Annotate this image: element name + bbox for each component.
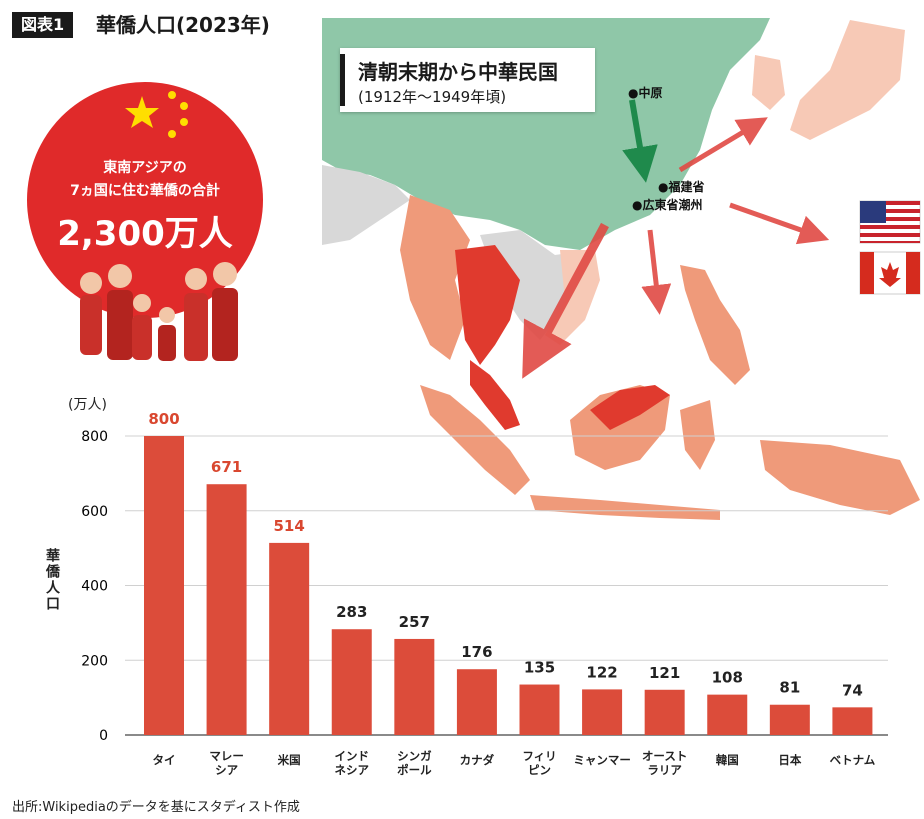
- thailand-region: [455, 245, 520, 365]
- category-label: 米国: [277, 753, 301, 767]
- y-tick-label: 600: [81, 504, 108, 520]
- bar: [519, 684, 560, 735]
- circle-line-1: 東南アジアの: [103, 160, 187, 176]
- y-axis-title: 華僑人口: [44, 548, 60, 612]
- category-label: ネシア: [335, 763, 370, 777]
- caption-bar: [340, 54, 345, 106]
- place-label: ●福建省: [658, 180, 705, 194]
- value-label: 108: [712, 669, 743, 687]
- usa-flag-icon: [859, 200, 921, 244]
- sumatra-region: [420, 385, 530, 495]
- value-label: 135: [524, 659, 555, 677]
- category-label: 日本: [778, 753, 801, 767]
- category-label: ラリア: [647, 763, 682, 777]
- category-label: ピン: [528, 763, 551, 777]
- category-label: 韓国: [716, 753, 739, 767]
- y-axis-unit: (万人): [68, 397, 107, 413]
- bar: [331, 629, 372, 735]
- bar: [582, 689, 623, 735]
- arrow-zhongyuan-to-fujian: [622, 99, 658, 183]
- y-tick-label: 0: [99, 728, 108, 744]
- category-label: マレー: [209, 749, 244, 763]
- category-label: シア: [215, 763, 238, 777]
- sulawesi-region: [680, 400, 715, 470]
- bar: [394, 638, 435, 735]
- category-label: フィリ: [522, 749, 556, 763]
- west-region: [322, 165, 410, 245]
- arrow-to-japan: [678, 117, 768, 173]
- arrow-to-southeast-asia: [522, 222, 609, 379]
- place-label: ●広東省潮州: [632, 198, 703, 212]
- map-caption-title: 清朝末期から中華民国: [358, 60, 558, 84]
- bar: [144, 436, 184, 735]
- value-label: 122: [586, 663, 617, 681]
- bar: [769, 704, 810, 735]
- value-label: 800: [148, 410, 179, 428]
- value-label: 74: [842, 681, 863, 699]
- malaysia-borneo-region: [590, 385, 670, 430]
- bar: [206, 484, 247, 735]
- java-region: [530, 495, 720, 520]
- bar: [456, 669, 497, 735]
- place-label: ●中原: [628, 86, 663, 100]
- figure-badge: 図表1: [12, 12, 74, 38]
- papua-region: [760, 440, 920, 515]
- bar: [832, 707, 873, 735]
- category-label: タイ: [153, 753, 176, 767]
- category-label: オースト: [642, 749, 687, 763]
- value-label: 121: [649, 664, 680, 682]
- arrow-to-america: [729, 202, 830, 245]
- source-note: 出所:Wikipediaのデータを基にスタディスト作成: [12, 800, 300, 815]
- y-tick-label: 800: [81, 429, 108, 445]
- category-label: インド: [335, 749, 370, 763]
- total-circle: [27, 82, 263, 318]
- value-label: 283: [336, 603, 367, 621]
- category-label: シンガ: [397, 749, 432, 763]
- value-label: 514: [274, 517, 305, 535]
- korea-region: [752, 55, 785, 110]
- value-label: 81: [779, 679, 800, 697]
- category-label: ベトナム: [830, 753, 876, 767]
- bar: [269, 542, 310, 735]
- value-label: 176: [461, 643, 492, 661]
- china-flag-stars-icon: [125, 91, 188, 138]
- malay-peninsula-region: [470, 360, 520, 430]
- category-label: ポール: [397, 763, 432, 777]
- figure-title: 華僑人口(2023年): [96, 13, 270, 37]
- arrow-to-philippines: [641, 229, 672, 315]
- japan-region: [790, 20, 905, 140]
- myanmar-region: [400, 195, 470, 360]
- category-label: カナダ: [460, 753, 495, 767]
- circle-line-2: 7ヵ国に住む華僑の合計: [70, 183, 220, 199]
- map-caption-box: 清朝末期から中華民国 (1912年〜1949年頃): [340, 48, 595, 112]
- map-caption-subtitle: (1912年〜1949年頃): [358, 88, 507, 106]
- value-label: 671: [211, 458, 242, 476]
- philippines-region: [680, 265, 750, 385]
- bar: [707, 694, 748, 735]
- y-tick-label: 400: [81, 579, 108, 595]
- family-illustration: [80, 262, 238, 361]
- circle-total: 2,300万人: [57, 214, 233, 254]
- bar: [644, 689, 685, 735]
- category-label: ミャンマー: [573, 753, 631, 767]
- value-label: 257: [399, 613, 430, 631]
- canada-flag-icon: [859, 251, 921, 295]
- y-tick-label: 200: [81, 653, 108, 669]
